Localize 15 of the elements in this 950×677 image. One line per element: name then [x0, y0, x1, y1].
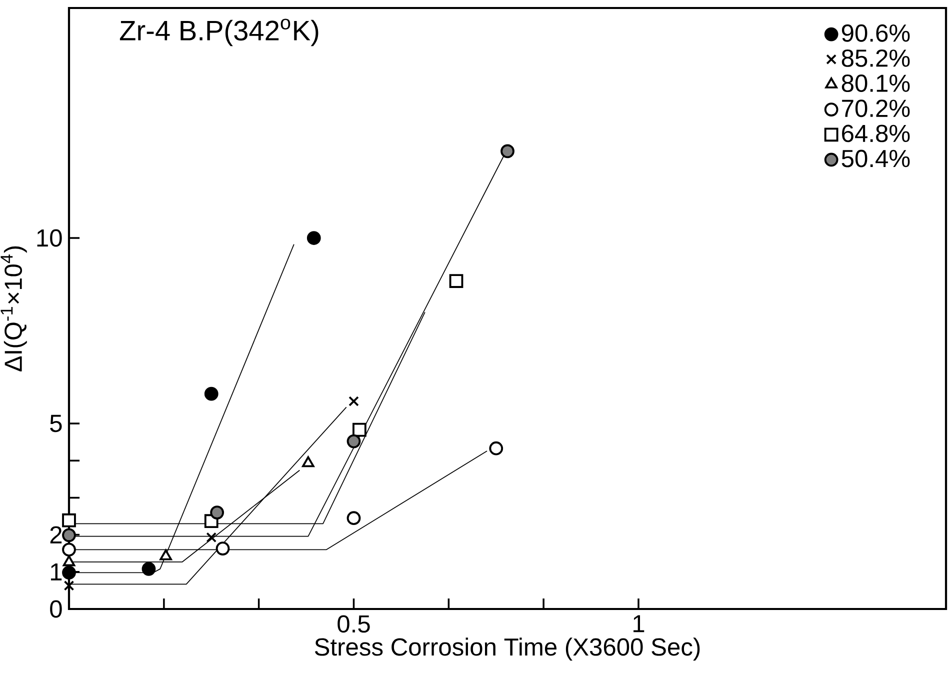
y-axis-title: ΔI(Q$^{-1}$×10$^{4}$): [0, 246, 27, 372]
chart-title: Zr-4 B.P(342$^{o}$K): [120, 18, 318, 46]
legend-label: 85.2%: [842, 49, 910, 67]
x-axis-title: Stress Corrosion Time (X3600 Sec): [314, 638, 700, 661]
y-tick-label: 1: [50, 563, 62, 580]
legend-label: 80.1%: [842, 74, 910, 92]
y-tick-label: 0: [50, 600, 62, 618]
legend-label: 64.8%: [842, 124, 910, 142]
y-tick-label: 10: [37, 229, 62, 247]
legend-label: 50.4%: [842, 150, 910, 168]
y-tick-label: 2: [50, 526, 62, 544]
legend-label: 70.2%: [842, 100, 910, 118]
legend-label: 90.6%: [842, 24, 910, 42]
y-tick-label: 5: [50, 414, 62, 432]
x-tick-label: 0.5: [338, 615, 370, 633]
